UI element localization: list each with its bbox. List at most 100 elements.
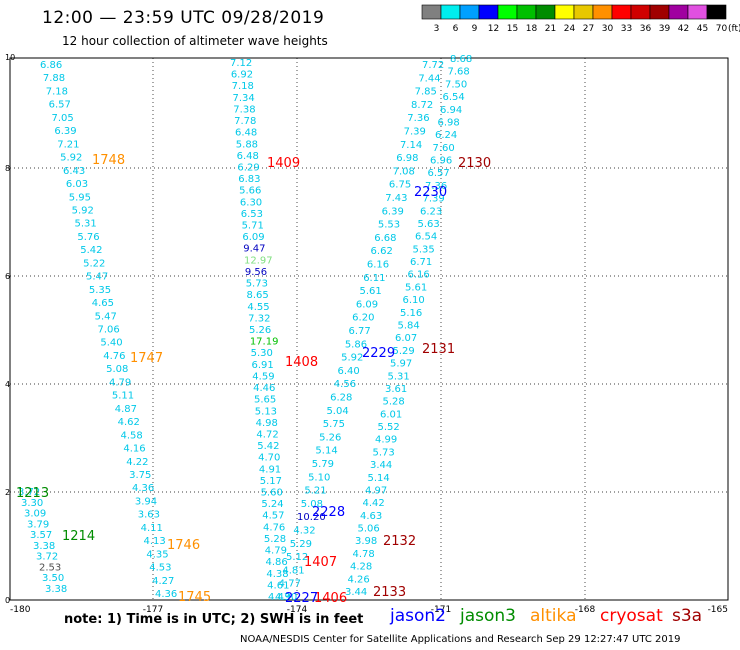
wave-height-value: 5.12 bbox=[286, 552, 308, 563]
wave-height-value: 5.97 bbox=[390, 359, 412, 370]
wave-height-value: 6.01 bbox=[380, 409, 402, 420]
wave-height-value: 6.24 bbox=[435, 130, 457, 141]
wave-height-value: 6.48 bbox=[237, 151, 259, 162]
scale-label-45: 45 bbox=[697, 24, 708, 34]
wave-height-value: 7.43 bbox=[385, 193, 407, 204]
wave-height-value: 4.46 bbox=[253, 383, 275, 394]
wave-height-value: 4.90 bbox=[275, 592, 297, 603]
wave-height-value: 4.59 bbox=[252, 371, 274, 382]
wave-height-value: 5.08 bbox=[106, 364, 128, 375]
scale-label-30: 30 bbox=[602, 24, 614, 34]
wave-height-value: 5.92 bbox=[72, 205, 94, 216]
wave-height-value: 6.03 bbox=[66, 179, 88, 190]
wave-height-value: 6.71 bbox=[410, 257, 432, 268]
wave-height-value: 3.63 bbox=[138, 510, 160, 521]
pass-label-1747: 1747 bbox=[130, 351, 163, 366]
wave-height-value: 7.39 bbox=[423, 194, 445, 205]
wave-height-value: 5.28 bbox=[264, 534, 286, 545]
wave-height-value: 3.57 bbox=[30, 530, 52, 541]
wave-height-value: 6.57 bbox=[428, 168, 450, 179]
track-0: 6.86 7.88 7.18 6.57 7.05 6.39 7.21 5.92 6.43 6.03… bbox=[40, 60, 177, 600]
wave-height-value: 4.27 bbox=[152, 576, 174, 587]
wave-height-value: 5.26 bbox=[249, 325, 271, 336]
wave-height-value: 4.32 bbox=[293, 526, 315, 537]
wave-height-value: 4.16 bbox=[123, 444, 145, 455]
wave-height-value: 4.79 bbox=[109, 377, 131, 388]
wave-height-value: 6.75 bbox=[389, 180, 411, 191]
wave-height-value: 5.66 bbox=[239, 186, 261, 197]
wave-height-value: 3.72 bbox=[36, 552, 58, 563]
wave-height-value: 6.39 bbox=[54, 126, 76, 137]
wave-height-value: 5.29 bbox=[290, 539, 312, 550]
wave-height-value: 5.26 bbox=[319, 432, 341, 443]
wave-height-value: 6.53 bbox=[241, 209, 263, 220]
wave-height-value: 7.44 bbox=[418, 73, 440, 84]
wave-height-value: 5.29 bbox=[393, 346, 415, 357]
map-frame bbox=[9, 57, 729, 601]
wave-height-value: 4.36 bbox=[155, 589, 177, 600]
wave-height-value: 5.04 bbox=[326, 406, 348, 417]
wave-height-value: 5.71 bbox=[242, 221, 264, 232]
wave-height-value: 4.58 bbox=[121, 430, 143, 441]
wave-height-value: 4.61 bbox=[267, 580, 289, 591]
x-tick-label: -171 bbox=[431, 605, 451, 615]
wave-height-value: 4.11 bbox=[141, 523, 163, 534]
wave-height-value: 5.24 bbox=[261, 499, 283, 510]
wave-height-value: 7.72 bbox=[422, 60, 444, 71]
wave-height-value: 7.68 bbox=[448, 67, 470, 78]
scale-label-3: 3 bbox=[434, 24, 440, 34]
wave-height-value: 5.35 bbox=[89, 285, 111, 296]
wave-height-value: 7.88 bbox=[43, 73, 65, 84]
y-tick-label: 0 bbox=[5, 596, 10, 605]
wave-height-value: 5.21 bbox=[304, 486, 326, 497]
wave-height-value: 5.17 bbox=[260, 476, 282, 487]
wave-height-value: 3.44 bbox=[345, 587, 367, 598]
wave-height-value: 9.56 bbox=[245, 267, 267, 278]
wave-height-value: 4.62 bbox=[118, 417, 140, 428]
pass-label-1746: 1746 bbox=[167, 538, 200, 553]
wave-height-value: 6.16 bbox=[408, 270, 430, 281]
wave-height-value: 5.13 bbox=[255, 406, 277, 417]
wave-height-value: 6.20 bbox=[352, 313, 374, 324]
scale-label-18: 18 bbox=[526, 24, 538, 34]
wave-height-value: 4.43 bbox=[268, 592, 290, 603]
pass-label-2133: 2133 bbox=[373, 585, 406, 600]
wave-height-value: 5.52 bbox=[378, 422, 400, 433]
wave-height-value: 4.91 bbox=[259, 464, 281, 475]
wave-height-value: 7.08 bbox=[393, 166, 415, 177]
scale-label-15: 15 bbox=[507, 24, 518, 34]
y-tick-label: 8 bbox=[5, 164, 10, 173]
wave-height-value: 5.35 bbox=[413, 244, 435, 255]
wave-height-value: 5.08 bbox=[301, 499, 323, 510]
wave-height-value: 3.94 bbox=[135, 496, 157, 507]
wave-height-value: 4.99 bbox=[375, 435, 397, 446]
wave-height-value: 4.13 bbox=[144, 536, 166, 547]
x-tick-label: -168 bbox=[575, 605, 596, 615]
wave-height-value: 5.14 bbox=[315, 446, 337, 457]
wave-height-value: 4.22 bbox=[126, 457, 148, 468]
wave-height-value: 5.76 bbox=[77, 232, 99, 243]
wave-height-value: 6.07 bbox=[395, 333, 417, 344]
page-title: 12:00 — 23:59 UTC 09/28/2019 bbox=[42, 8, 325, 28]
wave-height-value: 5.92 bbox=[341, 353, 363, 364]
wave-height-value: 5.73 bbox=[373, 447, 395, 458]
wave-height-value: 5.47 bbox=[86, 272, 108, 283]
wave-height-value: 6.98 bbox=[438, 117, 460, 128]
wave-height-value: 4.70 bbox=[258, 453, 280, 464]
wave-height-value: 4.81 bbox=[282, 565, 304, 576]
track-2: 7.126.927.187.347.387.786.485.886.486.29… bbox=[230, 58, 290, 603]
pass-label-2131: 2131 bbox=[422, 342, 455, 357]
wave-height-value: 5.75 bbox=[323, 419, 345, 430]
legend-cryosat: cryosat bbox=[600, 606, 663, 626]
y-tick-label: 10 bbox=[5, 53, 15, 62]
pass-label-1214: 1214 bbox=[62, 529, 95, 544]
wave-height-value: 7.38 bbox=[233, 104, 255, 115]
wave-height-value: 7.18 bbox=[232, 81, 254, 92]
wave-height-value: 7.14 bbox=[400, 140, 422, 151]
wave-height-value: 5.88 bbox=[236, 139, 258, 150]
pass-label-2227: 2227 bbox=[285, 591, 318, 606]
scale-label-36: 36 bbox=[640, 24, 652, 34]
wave-height-value: 6.23 bbox=[420, 206, 442, 217]
wave-height-value: 3.38 bbox=[45, 584, 67, 595]
